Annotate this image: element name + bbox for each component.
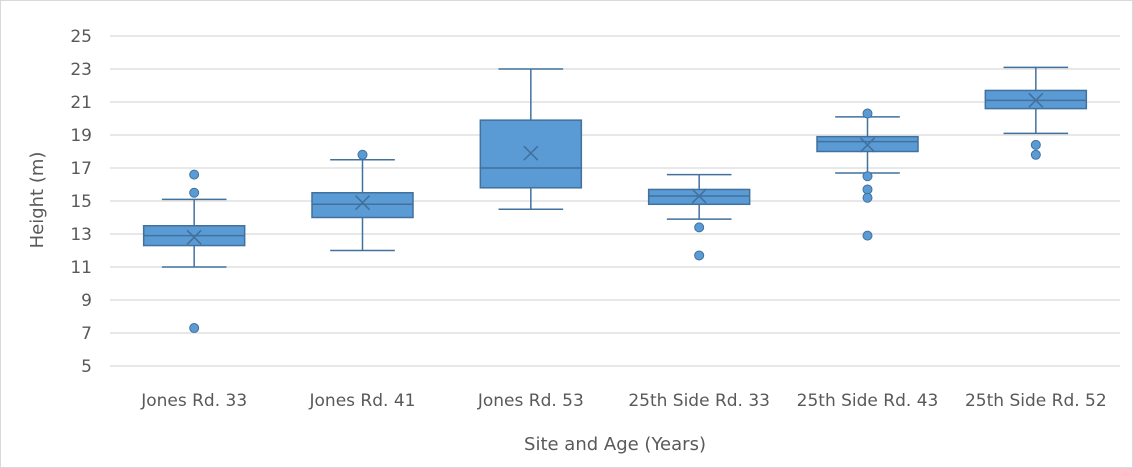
outlier-point	[1030, 149, 1041, 160]
box-3	[479, 68, 583, 210]
y-tick-label: 25	[70, 27, 92, 47]
outlier-point	[694, 222, 705, 233]
mean-marker	[691, 188, 707, 204]
outlier-point	[189, 187, 200, 198]
y-tick-label: 17	[70, 159, 92, 179]
iqr-box	[311, 192, 414, 219]
outlier-point	[189, 323, 200, 334]
x-axis-ticks: Jones Rd. 33 Jones Rd. 41 Jones Rd. 53 25th…	[140, 391, 1106, 411]
x-tick-label: Jones Rd. 41	[309, 391, 416, 411]
y-axis-title: Height (m)	[27, 152, 48, 249]
box-2	[311, 149, 414, 252]
outlier-point	[862, 184, 873, 195]
x-tick-label: 25th Side Rd. 33	[628, 391, 770, 411]
y-tick-label: 9	[81, 291, 92, 311]
box-series	[142, 66, 1088, 334]
outlier-point	[862, 192, 873, 203]
outlier-point	[1030, 139, 1041, 150]
mean-marker	[354, 195, 371, 211]
x-tick-label: 25th Side Rd. 52	[965, 391, 1107, 411]
x-tick-label: Jones Rd. 53	[477, 391, 584, 411]
box-5	[816, 108, 919, 241]
outlier-point	[357, 149, 368, 160]
gridlines	[110, 35, 1120, 367]
x-tick-label: 25th Side Rd. 43	[797, 391, 939, 411]
box-4	[647, 173, 751, 261]
x-axis-title: Site and Age (Years)	[524, 434, 706, 455]
outlier-point	[862, 171, 873, 182]
outlier-point	[862, 230, 873, 241]
mean-marker	[186, 229, 202, 245]
mean-marker	[859, 137, 876, 153]
y-tick-label: 19	[70, 126, 92, 146]
x-tick-label: Jones Rd. 33	[140, 391, 247, 411]
outlier-point	[189, 169, 200, 180]
y-tick-label: 5	[81, 357, 92, 377]
y-tick-label: 11	[70, 258, 92, 278]
mean-marker	[1028, 92, 1044, 108]
outlier-point	[694, 250, 705, 261]
y-tick-label: 21	[70, 93, 92, 113]
mean-marker	[523, 145, 539, 161]
y-axis-ticks: 5 7 9 11 13 15 17 19 21 23 25	[70, 27, 92, 377]
y-tick-label: 23	[70, 60, 92, 80]
y-tick-label: 13	[70, 225, 92, 245]
y-tick-label: 7	[81, 324, 92, 344]
box-1	[142, 169, 246, 334]
outlier-point	[862, 108, 873, 119]
box-6	[984, 66, 1088, 160]
y-tick-label: 15	[70, 192, 92, 212]
